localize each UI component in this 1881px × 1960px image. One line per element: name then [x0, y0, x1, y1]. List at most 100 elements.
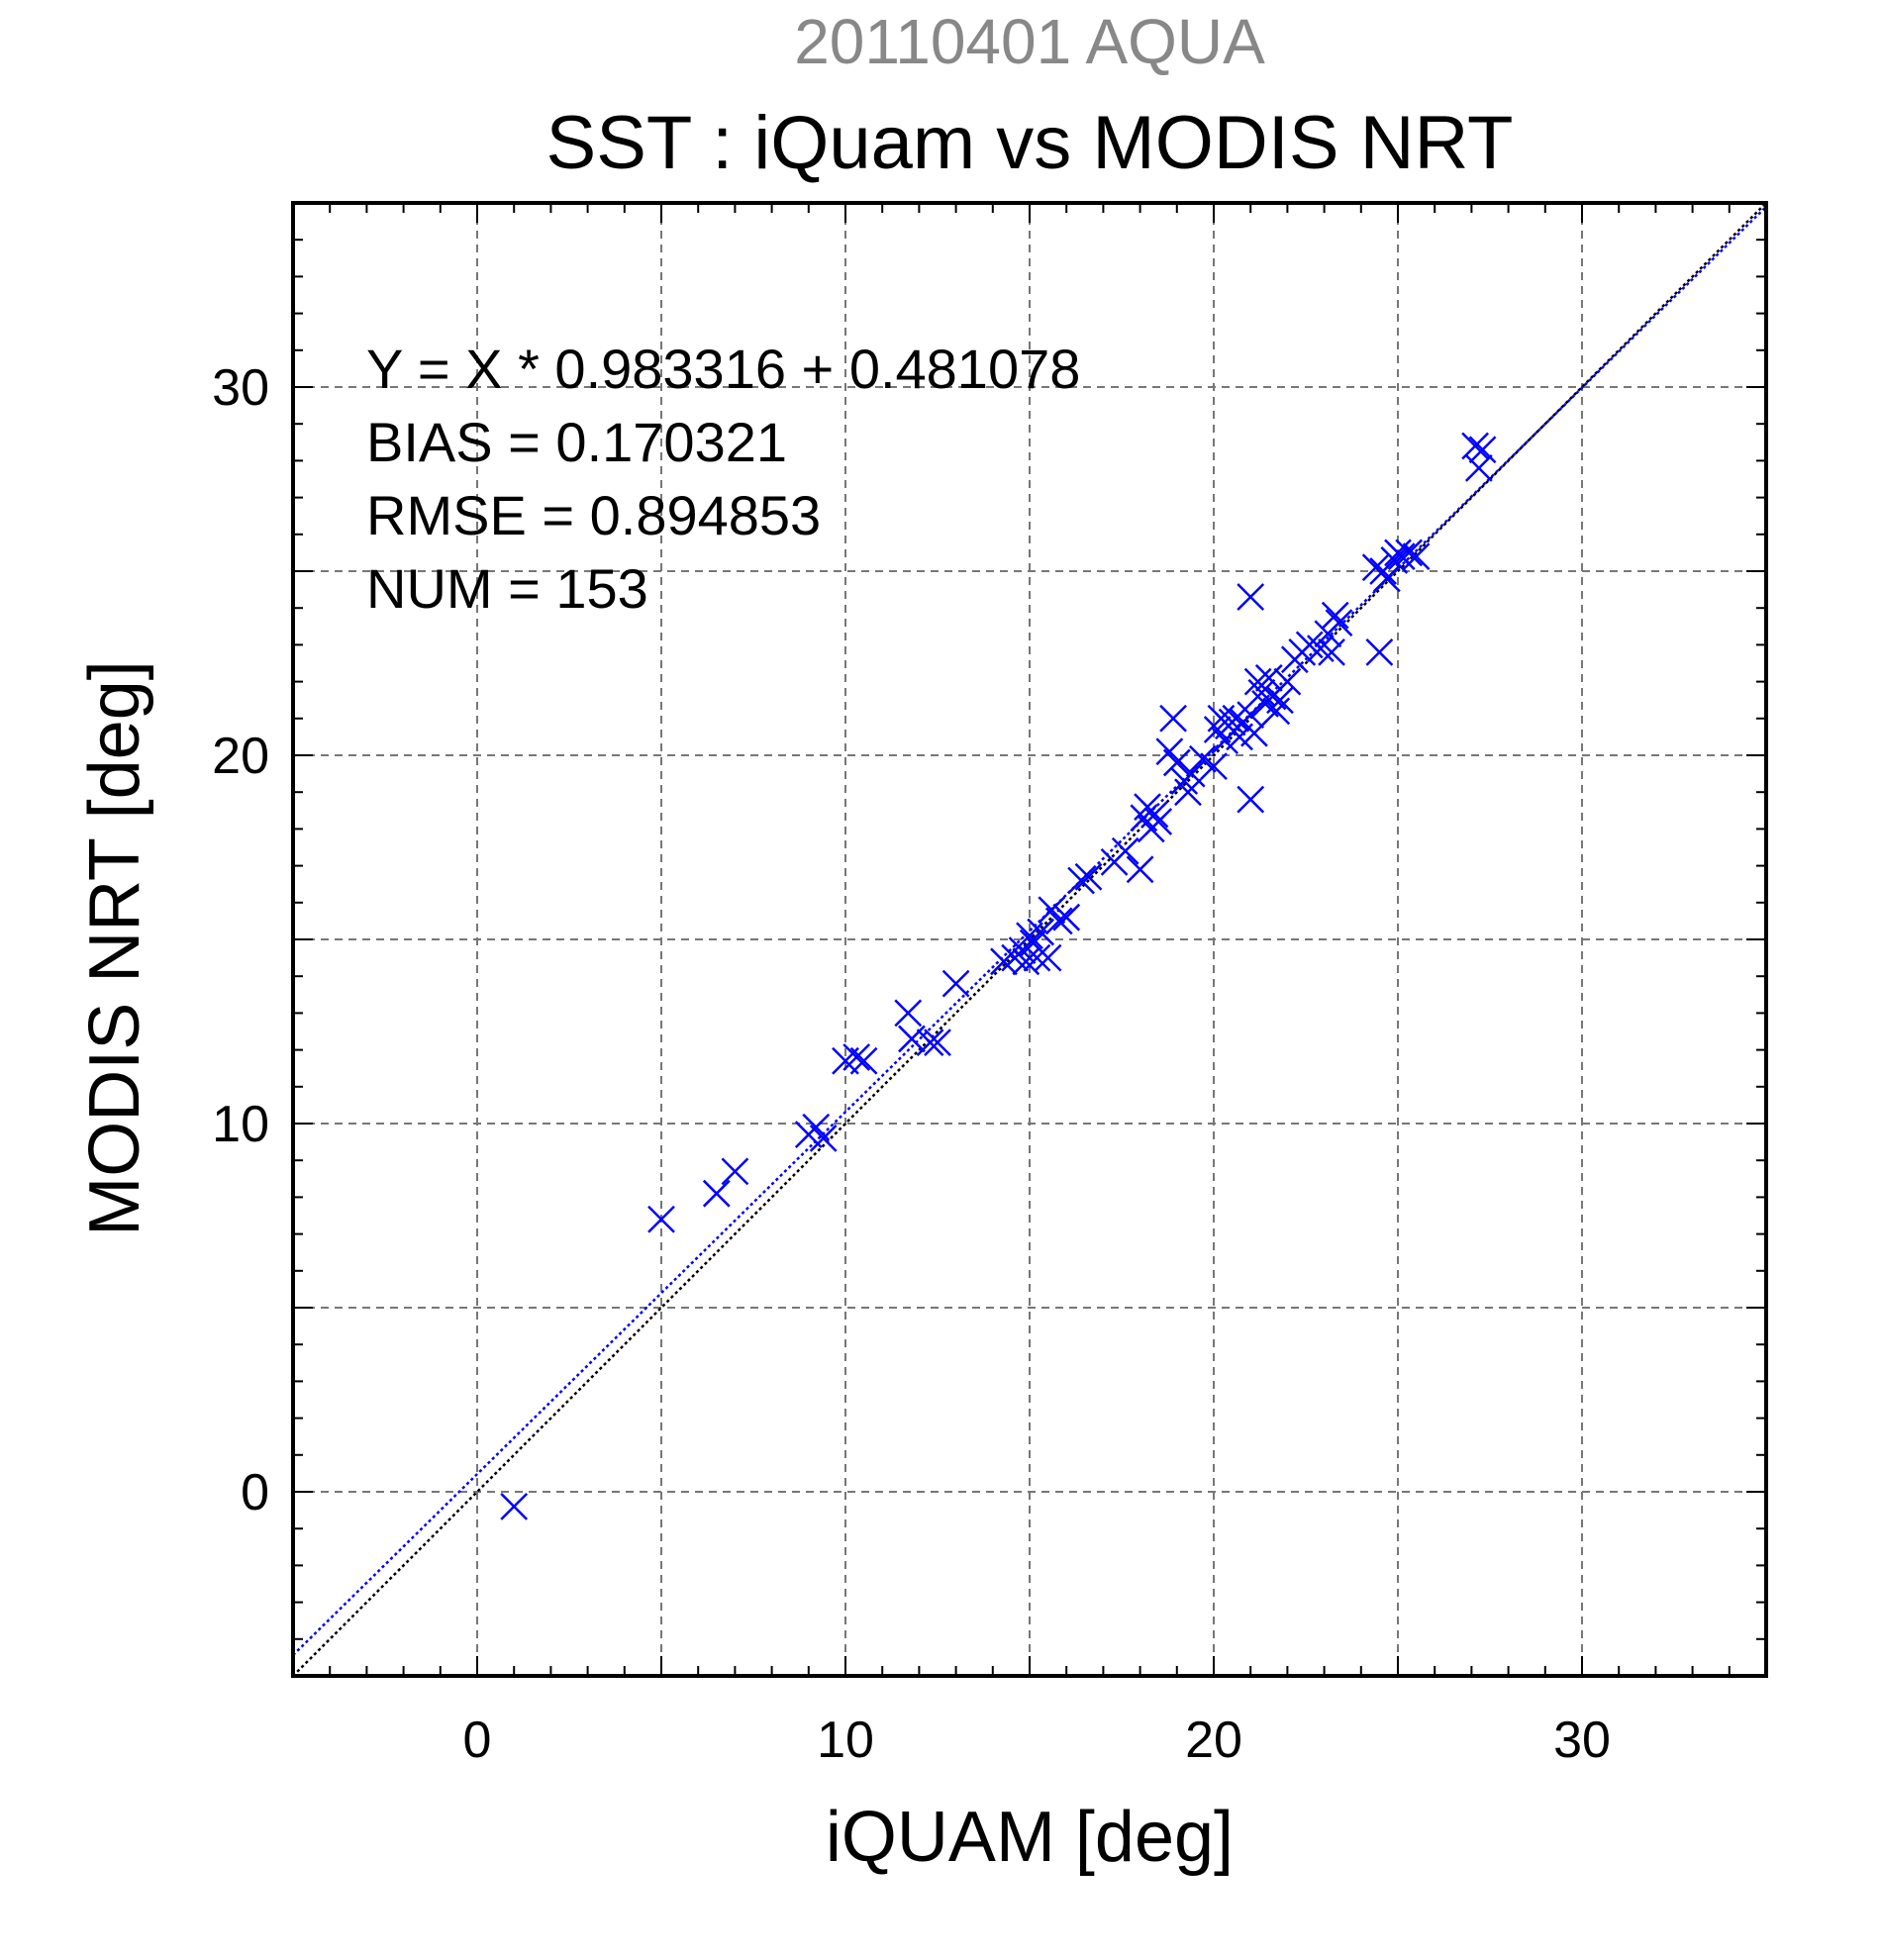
data-point: [1023, 943, 1051, 972]
data-point-stroke: [647, 1205, 675, 1233]
data-point: [500, 1492, 529, 1520]
data-point-stroke: [1240, 719, 1268, 747]
data-point: [1027, 918, 1055, 946]
data-point-stroke: [1200, 752, 1228, 781]
data-point-stroke: [1162, 748, 1191, 777]
data-point: [1159, 704, 1187, 733]
data-point: [1140, 800, 1169, 829]
data-point: [647, 1205, 675, 1233]
data-point: [1067, 866, 1095, 895]
data-point-stroke: [1074, 862, 1103, 891]
data-point: [702, 1179, 731, 1208]
data-point-stroke: [500, 1492, 529, 1520]
data-point-stroke: [894, 999, 923, 1028]
data-point: [924, 1029, 951, 1057]
data-point: [1262, 697, 1291, 726]
data-point-stroke: [721, 1157, 749, 1186]
data-point-stroke: [1012, 947, 1040, 976]
stat-line: BIAS = 0.170321: [366, 411, 787, 473]
data-point: [1461, 432, 1490, 460]
data-point: [1016, 922, 1043, 950]
chart-title: SST : iQuam vs MODIS NRT: [546, 101, 1514, 185]
y-tick-label: 0: [241, 1464, 269, 1521]
data-point: [1380, 545, 1409, 574]
data-point: [894, 999, 923, 1028]
data-point: [1012, 947, 1040, 976]
x-tick-label: 0: [463, 1712, 492, 1769]
data-point: [1321, 601, 1349, 630]
data-point-stroke: [1306, 635, 1335, 663]
plot-area: Y = X * 0.983316 + 0.481078 BIAS = 0.1703…: [291, 201, 1768, 1678]
x-tick-label: 20: [1185, 1712, 1242, 1769]
data-point: [1402, 542, 1431, 571]
data-point-stroke: [916, 1029, 944, 1057]
data-point-stroke: [842, 1043, 871, 1071]
y-tick-label: 30: [212, 359, 269, 417]
data-point-stroke: [1295, 631, 1324, 659]
data-point-stroke: [1159, 704, 1187, 733]
data-point: [1174, 778, 1202, 807]
data-point: [1365, 637, 1394, 666]
data-point: [1464, 453, 1493, 482]
data-point-stroke: [1247, 678, 1276, 707]
data-point: [1254, 663, 1283, 692]
data-point: [1177, 759, 1206, 788]
data-point: [1247, 678, 1276, 707]
axis-ticks: [292, 202, 1767, 1677]
stat-line: RMSE = 0.894853: [366, 484, 821, 546]
data-point-stroke: [1387, 542, 1416, 571]
y-tick-label: 10: [212, 1096, 269, 1153]
data-point-stroke: [1243, 667, 1272, 696]
data-point: [1237, 701, 1265, 729]
data-point-stroke: [1027, 918, 1055, 946]
data-point: [1295, 631, 1324, 659]
data-point-stroke: [1052, 903, 1081, 931]
x-tick-labels: 0 10 20 30: [463, 1712, 1611, 1769]
data-point-stroke: [1023, 943, 1051, 972]
data-point: [1395, 539, 1424, 567]
data-point: [1240, 719, 1268, 747]
data-point: [1044, 907, 1073, 935]
data-point-stroke: [1038, 896, 1066, 925]
data-point-stroke: [1372, 564, 1401, 593]
data-point: [1052, 903, 1081, 931]
data-point: [1074, 862, 1103, 891]
data-point-stroke: [898, 1025, 926, 1053]
data-point: [842, 1043, 871, 1071]
data-point-stroke: [1318, 637, 1345, 666]
data-point-stroke: [1067, 866, 1095, 895]
data-point-stroke: [1144, 808, 1173, 835]
data-points: [500, 432, 1497, 1520]
data-point-stroke: [1461, 432, 1490, 460]
data-point-stroke: [941, 969, 970, 998]
data-point-stroke: [1034, 943, 1062, 972]
data-point: [1306, 635, 1335, 663]
data-point: [898, 1025, 926, 1053]
data-point-stroke: [1325, 609, 1353, 637]
data-point: [1144, 808, 1173, 835]
data-point-stroke: [1365, 637, 1394, 666]
data-point-stroke: [1464, 453, 1493, 482]
data-point-stroke: [1126, 855, 1154, 884]
y-tick-label: 20: [212, 728, 269, 785]
data-point-stroke: [990, 947, 1018, 976]
data-point-stroke: [1262, 697, 1291, 726]
data-point-stroke: [1044, 907, 1073, 935]
data-point: [1126, 855, 1154, 884]
stat-line: NUM = 153: [366, 557, 648, 620]
data-point-stroke: [1130, 804, 1158, 833]
x-axis-label: iQUAM [deg]: [826, 1798, 1234, 1877]
data-point: [721, 1157, 749, 1186]
data-point-stroke: [1321, 601, 1349, 630]
data-point: [1273, 667, 1302, 696]
data-point: [1237, 583, 1265, 611]
data-point-stroke: [1174, 778, 1202, 807]
y-axis-label: MODIS NRT [deg]: [75, 660, 154, 1236]
data-point: [849, 1046, 878, 1075]
data-point-stroke: [1254, 663, 1283, 692]
data-point-stroke: [849, 1046, 878, 1075]
data-point-stroke: [1237, 785, 1265, 814]
data-point: [1325, 609, 1353, 637]
x-tick-label: 10: [817, 1712, 874, 1769]
chart-date-title: 20110401 AQUA: [794, 6, 1265, 77]
